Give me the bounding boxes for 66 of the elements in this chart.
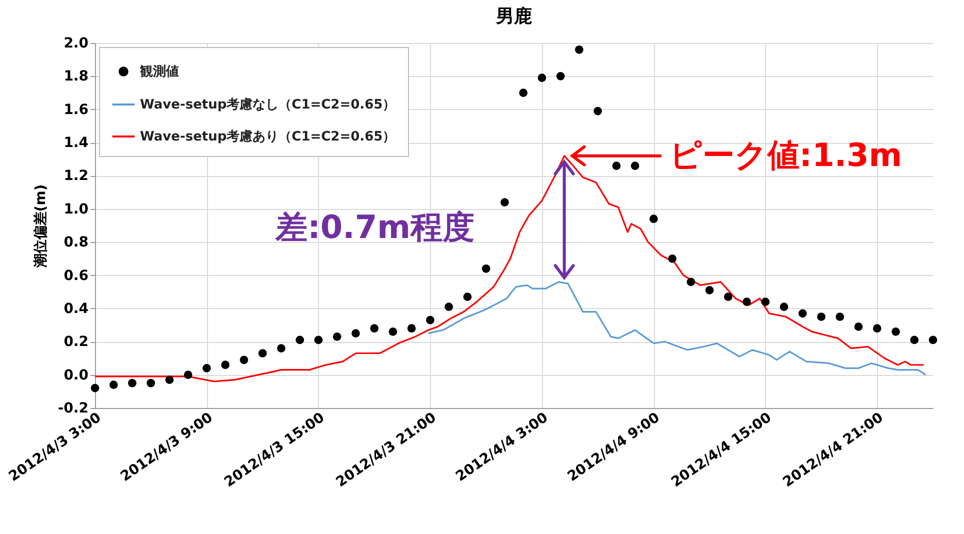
point xyxy=(630,162,640,170)
line-series xyxy=(428,281,926,376)
point xyxy=(686,278,696,286)
annotation: 差:0.7m程度 xyxy=(274,208,474,246)
point xyxy=(817,312,826,321)
point xyxy=(928,336,938,344)
point xyxy=(296,336,304,344)
point xyxy=(314,336,323,344)
point xyxy=(370,324,379,333)
legend-label: 観測値 xyxy=(139,64,179,80)
point xyxy=(574,45,584,54)
y-tick-label: 1.6 xyxy=(64,102,88,118)
point xyxy=(910,336,919,344)
annotation: ピーク値:1.3m xyxy=(669,136,902,174)
point xyxy=(109,380,118,389)
legend-label: Wave-setup考慮あり（C1=C2=0.65） xyxy=(140,130,396,144)
y-tick-label: 0.6 xyxy=(64,268,88,284)
point xyxy=(90,384,100,392)
point xyxy=(872,324,882,333)
y-tick-label: 0.4 xyxy=(64,300,89,317)
point xyxy=(836,312,844,321)
point xyxy=(668,254,676,263)
point xyxy=(892,328,900,336)
point xyxy=(649,214,658,224)
point xyxy=(798,309,807,318)
point xyxy=(463,292,472,302)
y-tick-label: 1.2 xyxy=(64,168,88,184)
point xyxy=(240,356,248,364)
point xyxy=(221,360,230,370)
y-tick-label: 0.0 xyxy=(64,367,89,384)
y-tick-label: 0.2 xyxy=(64,334,88,350)
point xyxy=(761,298,770,306)
point xyxy=(742,298,751,306)
point xyxy=(612,162,621,170)
point xyxy=(165,376,174,384)
point xyxy=(444,302,454,311)
y-axis-title: 潮位偏差(m) xyxy=(32,184,49,269)
point xyxy=(184,370,192,379)
point xyxy=(538,74,546,82)
point xyxy=(128,378,136,388)
y-tick-label: -0.2 xyxy=(58,400,88,416)
point xyxy=(594,106,602,116)
point xyxy=(352,329,360,338)
point xyxy=(426,316,434,324)
legend-label: Wave-setup考慮なし（C1=C2=0.65） xyxy=(140,98,396,112)
point xyxy=(277,344,286,352)
point xyxy=(332,332,342,341)
y-tick-label: 0.8 xyxy=(64,234,88,251)
point xyxy=(146,378,156,388)
point xyxy=(780,302,788,311)
point xyxy=(388,328,398,336)
y-tick-label: 1.0 xyxy=(64,201,89,218)
point xyxy=(705,286,714,294)
point xyxy=(407,324,416,333)
point xyxy=(556,72,565,80)
point xyxy=(258,349,267,358)
y-tick-label: 1.4 xyxy=(64,135,89,152)
chart-title: 男鹿 xyxy=(495,6,532,27)
point xyxy=(202,364,211,372)
point xyxy=(519,88,528,97)
point xyxy=(482,264,490,273)
point xyxy=(724,292,732,302)
point xyxy=(854,322,863,331)
y-tick-label: 1.8 xyxy=(64,68,88,85)
y-tick-label: 2.0 xyxy=(64,36,89,52)
point xyxy=(500,198,509,206)
